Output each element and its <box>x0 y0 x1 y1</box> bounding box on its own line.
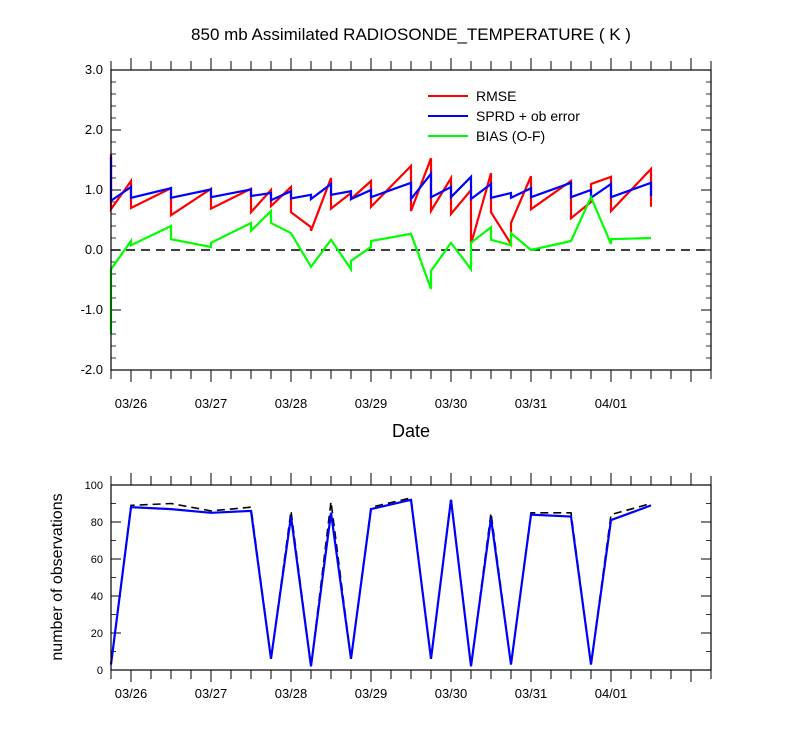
y-tick-label: 2.0 <box>85 122 103 137</box>
top-plot-frame <box>110 69 712 371</box>
x-tick-label: 04/01 <box>595 396 628 411</box>
legend-label: RMSE <box>476 88 516 104</box>
y-tick-label: -1.0 <box>81 302 103 317</box>
y-tick-label: -2.0 <box>81 362 103 377</box>
series-line-assimilated <box>109 498 652 667</box>
series-line-bias-o-f <box>109 194 652 334</box>
y-tick-label: 60 <box>91 554 103 566</box>
top-series-group <box>109 154 711 334</box>
y-tick-label: 0.0 <box>85 242 103 257</box>
x-tick-label: 03/28 <box>275 686 308 701</box>
bottom-plot-frame <box>110 484 712 671</box>
legend: RMSE SPRD + ob error BIAS (O-F) <box>428 88 580 144</box>
y-tick-label: 0 <box>97 665 103 677</box>
x-axis-label: Date <box>392 421 430 441</box>
y-tick-label: 80 <box>91 517 103 529</box>
x-tick-label: 03/29 <box>355 396 388 411</box>
y-tick-label: 20 <box>91 628 103 640</box>
series-line-rmse <box>109 154 653 248</box>
x-tick-label: 03/27 <box>195 686 228 701</box>
y-tick-label: 100 <box>85 480 103 492</box>
x-tick-label: 03/29 <box>355 686 388 701</box>
y-tick-label: 40 <box>91 591 103 603</box>
x-tick-label: 03/28 <box>275 396 308 411</box>
x-tick-label: 03/27 <box>195 396 228 411</box>
legend-label: BIAS (O-F) <box>476 128 545 144</box>
series-line-sprd-ob-error <box>109 157 653 203</box>
series-line-possible <box>110 496 652 667</box>
chart-title: 850 mb Assimilated RADIOSONDE_TEMPERATUR… <box>191 25 631 44</box>
y-tick-label: 3.0 <box>85 62 103 77</box>
x-tick-label: 03/26 <box>115 686 148 701</box>
x-tick-label: 03/30 <box>435 686 468 701</box>
y-tick-label: 1.0 <box>85 182 103 197</box>
legend-label: SPRD + ob error <box>476 108 580 124</box>
top-axes: -2.0 -1.0 0.0 1.0 2.0 3.0 03/26 03/27 03/28 03/29… <box>81 58 712 411</box>
y-axis-label: number of observations <box>49 493 66 660</box>
x-tick-label: 03/31 <box>515 686 548 701</box>
top-panel: 850 mb Assimilated RADIOSONDE_TEMPERATUR… <box>81 25 712 441</box>
bottom-series-group <box>109 496 652 667</box>
bottom-panel: 0 20 40 60 80 100 03/26 03/27 03/28 03/29 03/30 03/… <box>49 473 712 701</box>
x-tick-label: 03/31 <box>515 396 548 411</box>
x-tick-label: 04/01 <box>595 686 628 701</box>
bottom-axes: 0 20 40 60 80 100 03/26 03/27 03/28 03/29 03/30 03/… <box>85 473 712 701</box>
x-tick-label: 03/30 <box>435 396 468 411</box>
x-tick-label: 03/26 <box>115 396 148 411</box>
